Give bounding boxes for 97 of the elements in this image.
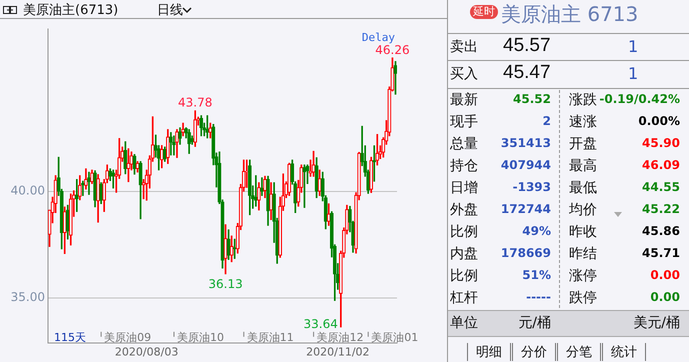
text: 买入	[450, 65, 478, 83]
text: -1393	[512, 180, 551, 194]
text: 46.09	[642, 158, 680, 172]
x-tick-label: 2020/11/02	[306, 345, 370, 358]
candlestick	[175, 129, 179, 158]
text: 单位	[450, 314, 478, 332]
candlestick	[84, 168, 88, 190]
text: 45.57	[503, 35, 551, 57]
text: 172744	[500, 202, 551, 216]
candlestick	[181, 122, 185, 136]
text: 现手	[450, 113, 478, 131]
text: 178669	[500, 246, 551, 260]
annotation: 46.26	[375, 42, 410, 57]
text: 美原油主 6713	[501, 1, 638, 27]
x-tick-label: 2020/08/03	[114, 345, 178, 358]
text: 卖出	[450, 38, 478, 56]
text: 407944	[500, 158, 551, 172]
text: -----	[526, 290, 551, 304]
candlestick	[208, 122, 212, 138]
text: 45.90	[642, 136, 680, 150]
text: 分价	[512, 343, 556, 361]
text: 日增	[450, 179, 478, 197]
text: 延时	[470, 5, 498, 19]
candlestick	[369, 156, 374, 193]
text: 昨结	[569, 245, 597, 263]
candlestick	[394, 61, 397, 95]
text: 开盘	[569, 135, 597, 153]
text: 45.52	[513, 92, 551, 106]
text: 昨收	[569, 223, 597, 241]
y-tick-label: 35.00	[10, 290, 45, 304]
text: 比例	[450, 223, 478, 241]
text: 最高	[569, 157, 597, 175]
candlestick	[126, 148, 130, 182]
y-tick-label: 40.00	[10, 183, 45, 198]
candlestick	[199, 115, 204, 136]
text: 2	[542, 114, 551, 128]
text: 49%	[522, 224, 551, 238]
annotation: 美原油01	[371, 330, 418, 344]
text: 45.86	[642, 224, 680, 238]
text: 持仓	[450, 157, 478, 175]
annotation: 美原油11	[246, 330, 294, 344]
text: 涨跌	[569, 91, 597, 109]
text: 均价	[569, 201, 597, 219]
text: 最低	[569, 179, 597, 197]
candlestick	[87, 172, 91, 195]
text: -0.19/0.42%	[599, 92, 680, 106]
text: 统计	[602, 343, 646, 361]
text: 45.47	[503, 62, 551, 84]
candlestick	[260, 177, 264, 196]
annotation: 43.78	[178, 96, 212, 110]
annotation: 115天	[54, 330, 86, 344]
text: 杠杆	[450, 289, 478, 307]
candlestick	[132, 154, 136, 175]
annotation: 美原油10	[176, 330, 224, 344]
text: 外盘	[450, 201, 478, 219]
candlestick	[257, 182, 261, 210]
candlestick	[224, 224, 228, 274]
candlestick	[312, 150, 316, 177]
text: 51%	[522, 268, 551, 282]
candlestick	[166, 129, 170, 164]
text: 1	[628, 37, 638, 56]
text: 元/桶	[518, 315, 551, 331]
candlestick	[205, 115, 210, 138]
candlestick	[172, 136, 176, 156]
text: 日线	[157, 2, 183, 19]
text: 最新	[450, 91, 478, 109]
text: 45.22	[642, 202, 680, 216]
chart-title: 美原油主(6713)	[23, 2, 118, 19]
candlestick	[124, 141, 128, 174]
candlestick	[248, 160, 252, 216]
candlestick	[78, 175, 82, 200]
candlestick	[68, 194, 73, 246]
text: 涨停	[569, 267, 597, 285]
annotation: 美原油12	[316, 330, 364, 344]
annotation: 美原油09	[104, 330, 152, 344]
candlestick	[302, 164, 306, 208]
text: 总量	[450, 135, 478, 153]
text: 45.71	[642, 246, 680, 260]
text: 0.00%	[638, 114, 680, 128]
text: 分笔	[557, 343, 601, 361]
annotation: 36.13	[208, 276, 243, 291]
text: 0.00	[650, 268, 680, 282]
text: 44.55	[642, 180, 680, 194]
text: 0.00	[650, 290, 680, 304]
text: 351413	[500, 136, 551, 150]
text: 速涨	[569, 113, 597, 131]
text: 比例	[450, 267, 478, 285]
text: 美元/桶	[633, 315, 680, 331]
candlestick	[269, 182, 273, 220]
text: 1	[628, 64, 638, 83]
text: 内盘	[450, 245, 478, 263]
text: 明细	[467, 343, 511, 361]
candlestick	[187, 129, 191, 154]
text: 跌停	[569, 289, 597, 307]
candlestick	[111, 170, 116, 188]
annotation: Delay	[362, 31, 396, 44]
annotation: 33.64	[303, 317, 338, 332]
